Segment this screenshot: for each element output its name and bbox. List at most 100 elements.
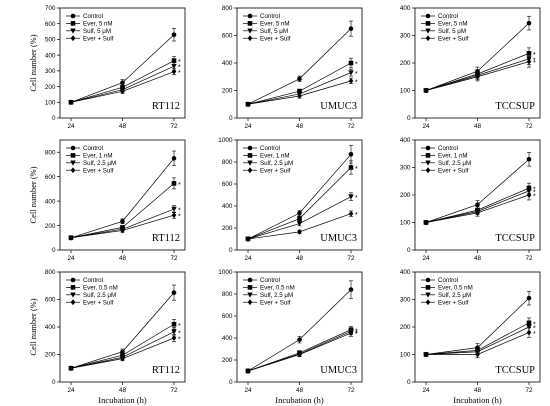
legend-entry: Sulf, 2.5 μM (83, 160, 116, 167)
data-point (348, 70, 354, 76)
legend-entry: Control (438, 277, 458, 284)
x-tick-label: 72 (170, 387, 178, 394)
legend-entry: Ever + Sulf (438, 299, 469, 306)
x-tick-label: 48 (296, 123, 304, 130)
legend-entry: Control (83, 13, 103, 20)
x-tick-label: 24 (67, 255, 75, 262)
data-point (245, 368, 251, 374)
legend-marker (70, 153, 76, 158)
legend-entry: Ever + Sulf (260, 299, 291, 306)
x-tick-label: 72 (525, 123, 533, 130)
cell-line-label: UMUC3 (320, 233, 357, 244)
y-tick-label: 200 (222, 88, 233, 95)
x-tick-label: 48 (474, 255, 482, 262)
significance-star: * (533, 57, 536, 64)
series-square (68, 319, 177, 371)
data-point (348, 210, 354, 217)
y-tick-label: 400 (45, 198, 56, 205)
y-axis-title: Cell number (%) (28, 34, 38, 91)
y-tick-label: 100 (45, 99, 56, 106)
y-tick-label: 200 (400, 324, 411, 331)
data-point (171, 212, 177, 219)
data-point (68, 99, 74, 106)
x-tick-label: 48 (119, 255, 127, 262)
significance-star: * (178, 208, 181, 215)
series-circle (68, 150, 177, 241)
series-diamond (423, 189, 532, 226)
significance-star: * (533, 189, 536, 196)
legend-marker (425, 145, 431, 151)
series-line (70, 323, 175, 369)
significance-star: * (355, 328, 358, 335)
series-diamond (423, 55, 532, 94)
data-point (171, 156, 177, 161)
data-point (68, 234, 74, 241)
data-point (348, 26, 354, 31)
x-tick-label: 24 (422, 123, 430, 130)
data-point (423, 87, 429, 94)
x-tick-label: 72 (347, 255, 355, 262)
data-point (297, 337, 302, 342)
legend-entry: Ever, 0.5 nM (83, 285, 118, 292)
data-point (348, 330, 354, 336)
legend-entry: Sulf, 2.5 μM (438, 292, 471, 299)
data-point (348, 165, 354, 170)
significance-star: * (533, 194, 536, 201)
data-point (526, 58, 532, 65)
x-tick-label: 24 (67, 123, 75, 130)
y-tick-label: 0 (52, 379, 56, 386)
y-tick-label: 700 (45, 5, 56, 12)
legend-marker (247, 153, 253, 158)
significance-star: * (355, 79, 358, 86)
y-tick-label: 400 (400, 269, 411, 276)
y-axis-title: Cell number (%) (28, 166, 38, 223)
y-tick-label: 400 (222, 60, 233, 67)
legend-marker (70, 167, 76, 174)
data-point (423, 219, 429, 226)
data-point (171, 32, 177, 38)
data-point (245, 236, 251, 242)
legend-entry: Ever + Sulf (83, 299, 114, 306)
significance-star: * (178, 214, 181, 221)
data-point (171, 329, 177, 335)
y-tick-label: 400 (222, 203, 233, 210)
data-point (245, 101, 251, 108)
legend-marker (70, 145, 76, 151)
cell-line-label: TCCSUP (495, 233, 535, 244)
significance-star: * (533, 52, 536, 59)
legend-marker (70, 277, 76, 283)
legend-marker (425, 13, 431, 19)
x-axis-title: Incubation (h) (453, 395, 502, 405)
data-point (120, 88, 125, 95)
data-point (526, 20, 532, 26)
x-axis-title: Incubation (h) (275, 395, 324, 405)
y-tick-label: 400 (222, 335, 233, 342)
legend-marker (70, 285, 76, 290)
data-point (297, 210, 302, 216)
y-tick-label: 600 (222, 313, 233, 320)
data-point (475, 351, 480, 358)
data-point (297, 351, 302, 358)
data-point (120, 80, 125, 85)
significance-star: * (533, 321, 536, 328)
legend-marker (70, 28, 76, 34)
legend-marker (247, 35, 253, 42)
y-tick-label: 0 (229, 115, 233, 122)
x-tick-label: 48 (119, 123, 127, 130)
y-tick-label: 800 (222, 159, 233, 166)
legend-marker (425, 160, 431, 166)
data-point (526, 192, 532, 198)
data-point (296, 221, 303, 227)
x-tick-label: 72 (347, 123, 355, 130)
data-point (348, 194, 354, 200)
legend-entry: Control (260, 277, 280, 284)
